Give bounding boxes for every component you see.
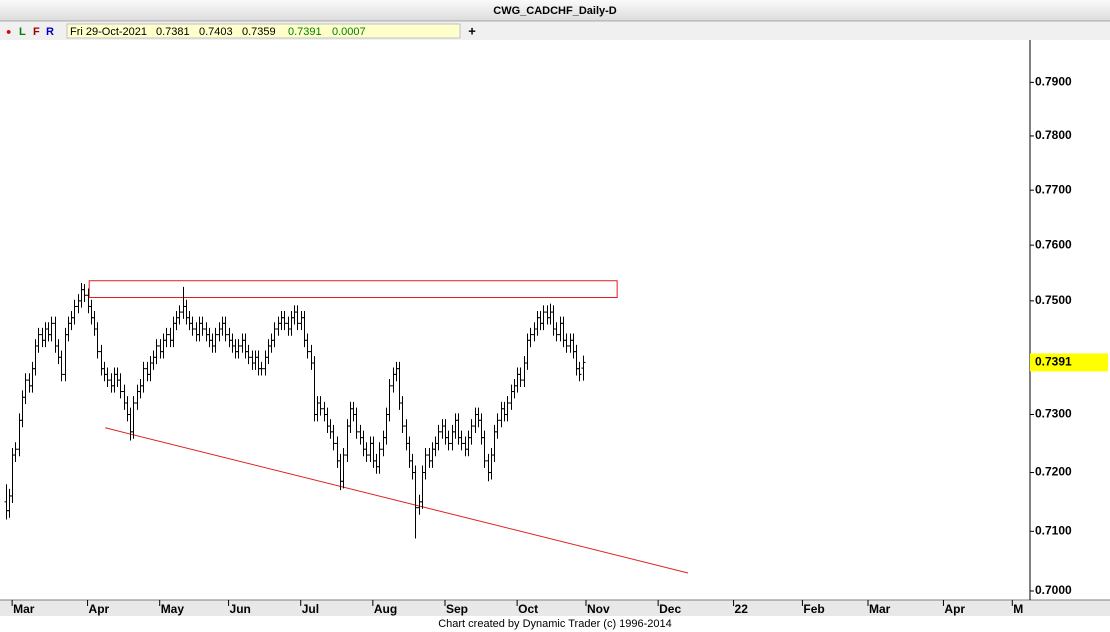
x-tick-label: M [1013,602,1023,616]
y-tick-label: 0.7800 [1035,128,1072,142]
last-price-label: 0.7391 [1035,355,1072,369]
quote-box [66,23,461,39]
trendline [105,427,689,574]
toolbar-button[interactable]: F [33,26,40,38]
x-tick-label: Jul [302,602,319,616]
x-tick-label: May [161,602,185,616]
x-tick-label: Dec [659,602,681,616]
x-tick-label: Oct [518,602,538,616]
x-tick-label: Apr [89,602,110,616]
x-tick-label: Sep [446,602,468,616]
footer: Chart created by Dynamic Trader (c) 1996… [438,618,672,630]
x-tick-label: Feb [803,602,824,616]
quote-open: 0.7381 [156,26,190,38]
toolbar-button[interactable]: L [19,26,26,38]
y-tick-label: 0.7100 [1035,524,1072,538]
add-button[interactable]: + [468,23,476,38]
x-axis-band [0,600,1110,616]
y-tick-label: 0.7700 [1035,182,1072,196]
x-tick-label: Apr [944,602,965,616]
last-price-box [1030,353,1108,372]
y-tick-label: 0.7200 [1035,465,1072,479]
title-bar [0,0,1110,21]
resistance-zone [88,280,618,298]
x-tick-label: Jun [230,602,251,616]
toolbar-dot[interactable]: ● [6,26,11,36]
chart-title: CWG_CADCHF_Daily-D [493,5,617,17]
x-tick-label: Nov [587,602,610,616]
y-tick-label: 0.7500 [1035,293,1072,307]
x-tick-label: Mar [13,602,35,616]
quote-high: 0.7403 [199,26,233,38]
quote-close: 0.7391 [288,26,322,38]
y-tick-label: 0.7300 [1035,407,1072,421]
y-tick-label: 0.7600 [1035,237,1072,251]
y-tick-label: 0.7000 [1035,583,1072,597]
y-tick-label: 0.7900 [1035,75,1072,89]
x-tick-label: 22 [735,602,749,616]
toolbar-button[interactable]: R [46,26,54,38]
quote-date: Fri 29-Oct-2021 [70,26,147,38]
quote-change: 0.0007 [332,26,366,38]
quote-low: 0.7359 [242,26,276,38]
x-tick-label: Mar [869,602,891,616]
x-tick-label: Aug [374,602,397,616]
